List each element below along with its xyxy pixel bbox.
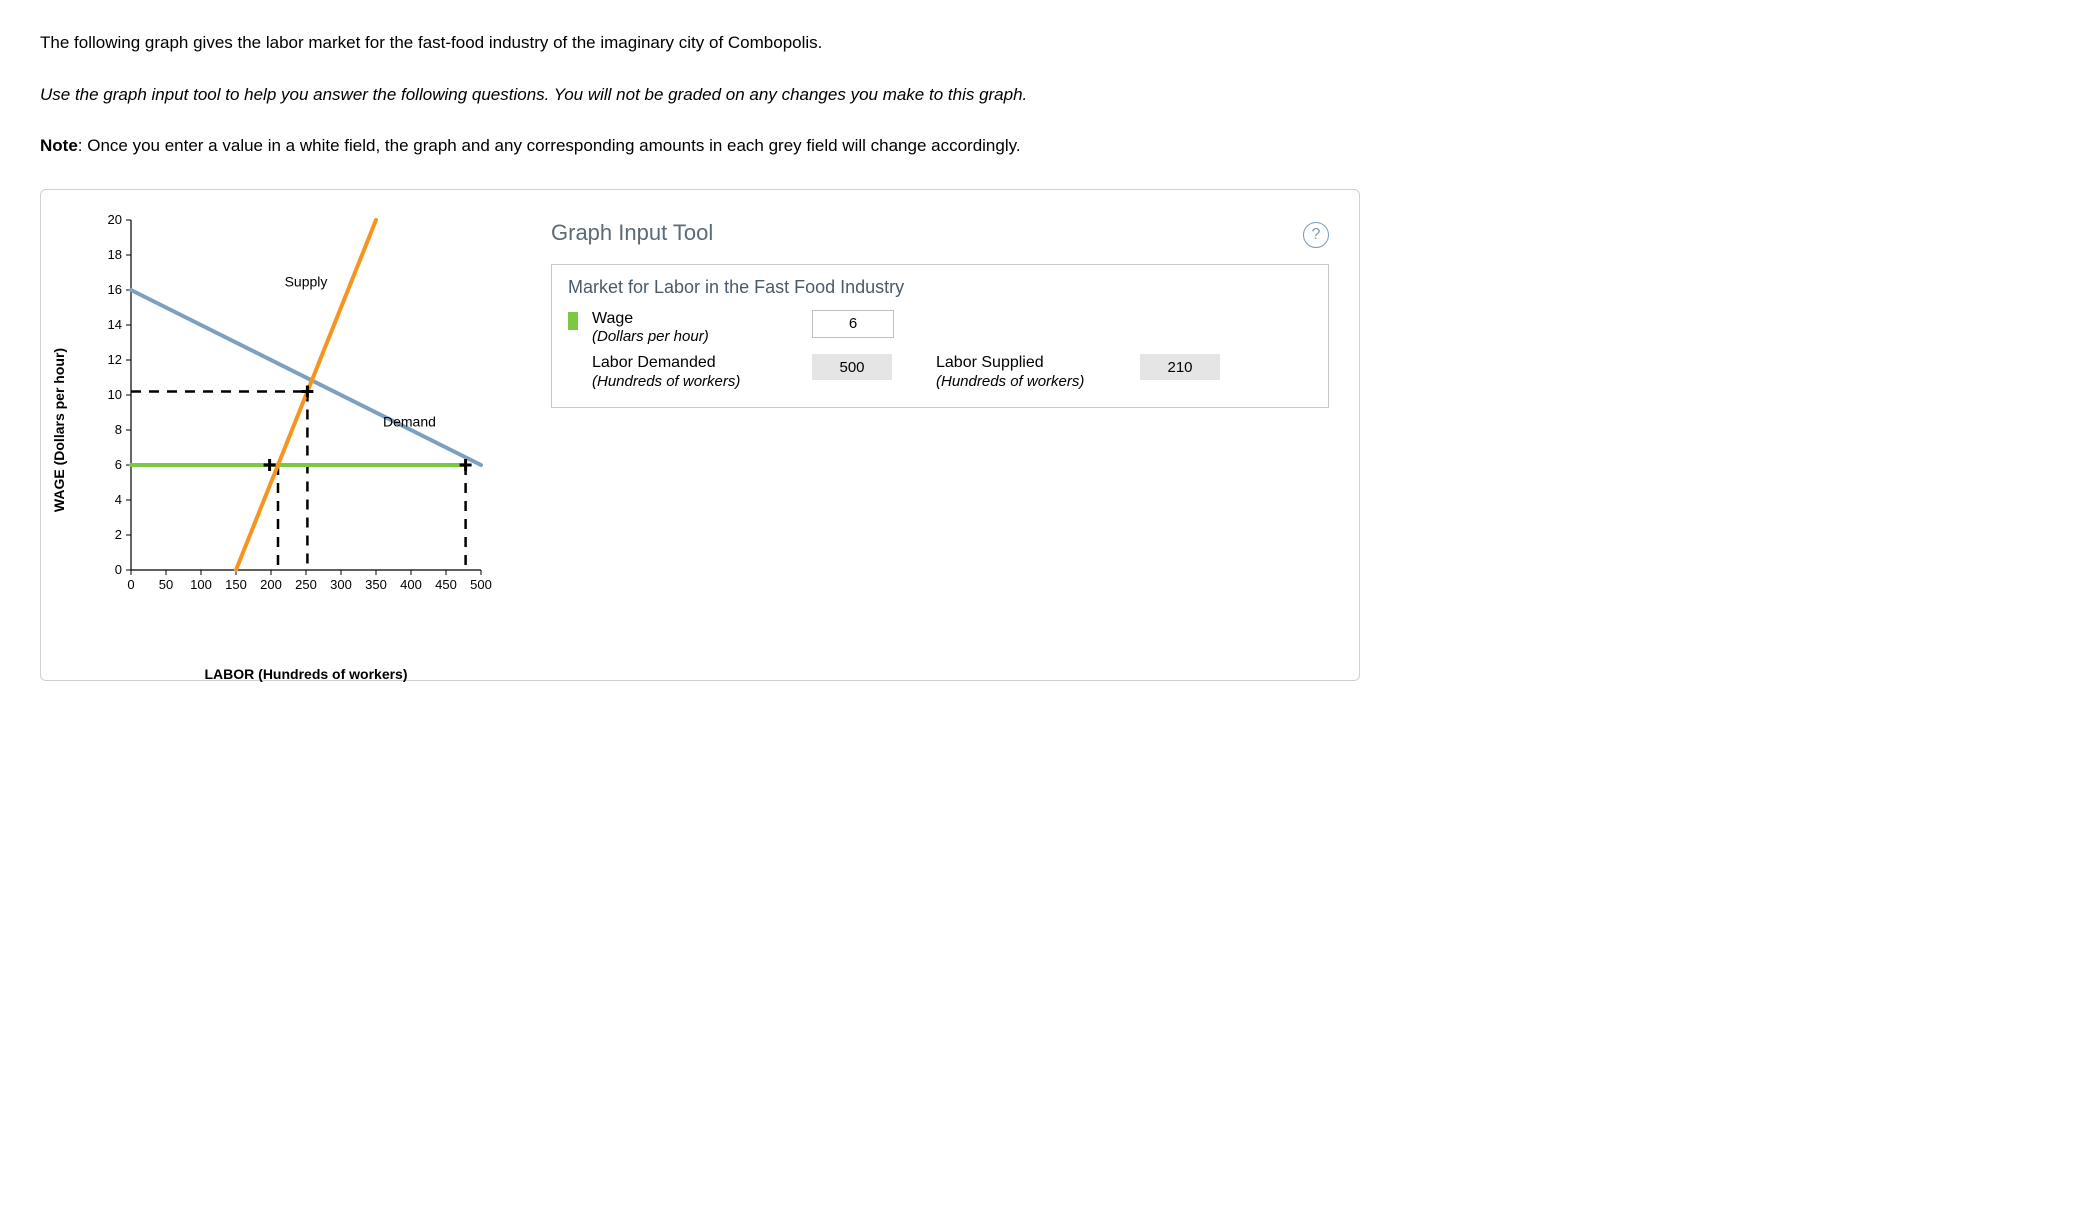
svg-text:0: 0: [127, 577, 134, 592]
labor-supplied-sub: (Hundreds of workers): [936, 373, 1084, 390]
svg-text:150: 150: [225, 577, 247, 592]
wage-field: Wage (Dollars per hour): [568, 310, 788, 347]
svg-text:0: 0: [115, 562, 122, 577]
svg-text:14: 14: [108, 317, 122, 332]
plot[interactable]: 0246810121416182005010015020025030035040…: [131, 220, 481, 570]
page: The following graph gives the labor mark…: [0, 0, 1400, 711]
labor-demanded-field: Labor Demanded (Hundreds of workers): [568, 354, 788, 391]
svg-text:8: 8: [115, 422, 122, 437]
svg-text:300: 300: [330, 577, 352, 592]
tool-box: Market for Labor in the Fast Food Indust…: [551, 264, 1329, 409]
tool-title: Graph Input Tool: [551, 220, 713, 246]
svg-text:4: 4: [115, 492, 122, 507]
svg-text:16: 16: [108, 282, 122, 297]
svg-text:100: 100: [190, 577, 212, 592]
wage-input[interactable]: 6: [812, 310, 894, 338]
svg-text:6: 6: [115, 457, 122, 472]
svg-text:50: 50: [159, 577, 173, 592]
wage-label-text: Wage: [592, 310, 633, 327]
y-axis-label: WAGE (Dollars per hour): [51, 347, 67, 511]
labor-supplied-value: 210: [1140, 354, 1220, 380]
chart-area: WAGE (Dollars per hour) 0246810121416182…: [71, 220, 511, 640]
intro-p3: Note: Once you enter a value in a white …: [40, 133, 1360, 159]
labor-supplied-text: Labor Supplied: [936, 354, 1044, 371]
svg-text:12: 12: [108, 352, 122, 367]
svg-text:Demand: Demand: [383, 413, 436, 429]
intro-p1: The following graph gives the labor mark…: [40, 30, 1360, 56]
svg-text:500: 500: [470, 577, 492, 592]
content-panel: WAGE (Dollars per hour) 0246810121416182…: [40, 189, 1360, 681]
tool-row-labor: Labor Demanded (Hundreds of workers) 500…: [568, 354, 1312, 391]
labor-demanded-text: Labor Demanded: [592, 354, 716, 371]
labor-supplied-label: Labor Supplied (Hundreds of workers): [936, 354, 1084, 391]
wage-swatch: [568, 312, 578, 330]
svg-text:450: 450: [435, 577, 457, 592]
svg-text:20: 20: [108, 212, 122, 227]
note-rest: : Once you enter a value in a white fiel…: [78, 136, 1021, 155]
x-axis-label: LABOR (Hundreds of workers): [204, 666, 407, 682]
note-label: Note: [40, 136, 78, 155]
svg-text:Supply: Supply: [285, 273, 328, 289]
wage-sublabel: (Dollars per hour): [592, 328, 709, 345]
svg-text:18: 18: [108, 247, 122, 262]
svg-text:200: 200: [260, 577, 282, 592]
tool-row-wage: Wage (Dollars per hour) 6: [568, 310, 1312, 347]
chart-svg[interactable]: 0246810121416182005010015020025030035040…: [131, 220, 481, 570]
labor-demanded-value: 500: [812, 354, 892, 380]
labor-supplied-field: Labor Supplied (Hundreds of workers): [936, 354, 1116, 391]
svg-text:250: 250: [295, 577, 317, 592]
tool-header: Graph Input Tool ?: [551, 220, 1329, 264]
svg-text:2: 2: [115, 527, 122, 542]
tool-subtitle: Market for Labor in the Fast Food Indust…: [568, 277, 1312, 298]
labor-demanded-label: Labor Demanded (Hundreds of workers): [592, 354, 740, 391]
svg-text:350: 350: [365, 577, 387, 592]
svg-text:400: 400: [400, 577, 422, 592]
labor-demanded-sub: (Hundreds of workers): [592, 373, 740, 390]
intro-p2: Use the graph input tool to help you ans…: [40, 82, 1360, 108]
wage-label: Wage (Dollars per hour): [592, 310, 709, 347]
graph-input-tool: Graph Input Tool ? Market for Labor in t…: [551, 220, 1329, 409]
svg-text:10: 10: [108, 387, 122, 402]
help-icon[interactable]: ?: [1303, 222, 1329, 248]
